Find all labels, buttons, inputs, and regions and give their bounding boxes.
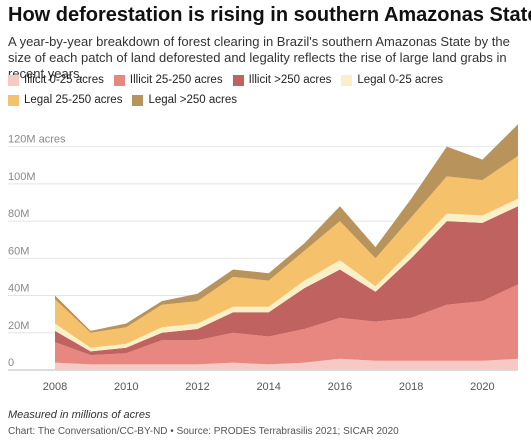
x-tick-label: 2008 xyxy=(43,381,67,393)
legend-swatch xyxy=(232,75,244,86)
legend-swatch xyxy=(132,95,144,106)
chart-legend: Illicit 0-25 acres Illicit 25-250 acres Il… xyxy=(8,72,524,112)
y-tick-label: 120M acres xyxy=(8,134,66,146)
y-axis-tick-labels: 0 20M 40M 60M 80M 100M 120M acres xyxy=(8,134,66,369)
legend-item: Illicit >250 acres xyxy=(232,72,332,89)
x-tick-label: 2020 xyxy=(470,381,494,393)
y-tick-label: 0 xyxy=(8,357,14,369)
footnote: Measured in millions of acres xyxy=(8,409,151,421)
x-axis-tick-labels: 2008 2010 2012 2014 2016 2018 2020 xyxy=(43,381,495,393)
legend-swatch xyxy=(8,75,19,86)
legend-label: Illicit 0-25 acres xyxy=(24,74,104,86)
stacked-area-chart: 0 20M 40M 60M 80M 100M 120M acres 2008 2010 2012… xyxy=(8,124,518,393)
source-credit: Chart: The Conversation/CC-BY-ND • Sourc… xyxy=(8,426,399,437)
legend-label: Legal 0-25 acres xyxy=(357,74,444,86)
chart-subtitle: A year-by-year breakdown of forest clear… xyxy=(8,34,510,81)
legend-swatch xyxy=(113,75,125,86)
legend-label: Legal 25-250 acres xyxy=(24,94,123,106)
legend-item: Illicit 0-25 acres xyxy=(8,72,104,89)
legend-label: Legal >250 acres xyxy=(148,94,238,106)
legend-swatch xyxy=(341,75,353,86)
area-illicit-250-acres xyxy=(55,206,518,356)
y-tick-label: 60M xyxy=(8,245,29,257)
x-tick-label: 2018 xyxy=(399,381,423,393)
y-tick-label: 100M xyxy=(8,171,36,183)
legend-label: Illicit 25-250 acres xyxy=(129,74,223,86)
y-tick-label: 40M xyxy=(8,283,29,295)
area-illicit-25-250-acres xyxy=(55,284,518,365)
legend-item: Legal 25-250 acres xyxy=(8,92,122,109)
x-tick-label: 2010 xyxy=(114,381,138,393)
legend-swatch xyxy=(8,95,19,106)
x-tick-label: 2014 xyxy=(256,381,280,393)
chart-title: How deforestation is rising in southern … xyxy=(8,4,531,26)
x-tick-label: 2012 xyxy=(185,381,209,393)
legend-item: Illicit 25-250 acres xyxy=(113,72,223,89)
legend-label: Illicit >250 acres xyxy=(248,74,332,86)
y-tick-label: 20M xyxy=(8,320,29,332)
area-series xyxy=(55,124,518,370)
x-tick-label: 2016 xyxy=(328,381,352,393)
y-tick-label: 80M xyxy=(8,208,29,220)
area-illicit-0-25-acres xyxy=(55,358,518,370)
legend-item: Legal >250 acres xyxy=(132,92,237,109)
legend-item: Legal 0-25 acres xyxy=(341,72,443,89)
